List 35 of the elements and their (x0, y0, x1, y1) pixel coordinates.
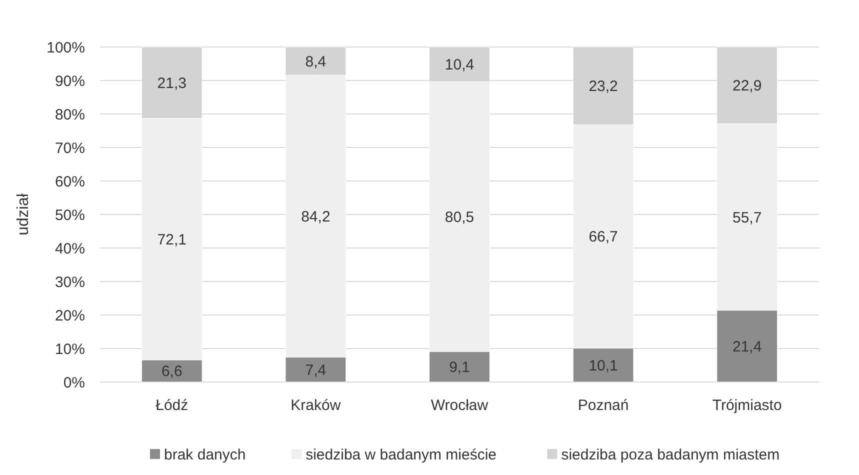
y-tick-label: 80% (54, 106, 85, 124)
x-tick-label: Kraków (290, 397, 341, 414)
data-label: 6,6 (161, 363, 182, 380)
y-tick-label: 90% (54, 72, 85, 90)
y-tick-label: 100% (46, 39, 85, 56)
data-label: 72,1 (157, 231, 186, 248)
data-label: 8,4 (305, 53, 326, 70)
x-tick-label: Trójmiasto (712, 397, 782, 414)
data-label: 22,9 (732, 78, 762, 95)
y-tick-label: 60% (54, 173, 85, 190)
legend-label: siedziba poza badanym miastem (561, 446, 780, 464)
x-tick-label: Łódź (156, 397, 188, 414)
data-label: 9,1 (449, 359, 470, 376)
legend-label: siedziba w badanym mieście (306, 446, 497, 464)
data-label: 84,2 (301, 208, 330, 226)
y-tick-label: 40% (54, 240, 85, 258)
data-label: 80,5 (444, 208, 474, 226)
data-label: 10,1 (588, 357, 618, 374)
data-label: 10,4 (444, 56, 474, 74)
y-tick-label: 20% (54, 307, 85, 324)
y-tick-label: 70% (54, 140, 85, 157)
data-label: 66,7 (588, 228, 618, 246)
data-label: 55,7 (732, 209, 762, 226)
y-tick-label: 50% (54, 206, 85, 224)
data-label: 23,2 (588, 78, 618, 96)
data-label: 21,3 (157, 74, 186, 92)
y-tick-label: 10% (54, 340, 85, 358)
y-axis-title: udział (15, 193, 32, 236)
data-label: 7,4 (305, 362, 326, 379)
data-label: 21,4 (732, 338, 762, 356)
legend-label: brak danych (164, 446, 246, 464)
y-tick-label: 0% (63, 374, 85, 392)
y-tick-label: 30% (54, 274, 85, 291)
x-tick-label: Poznań (578, 397, 629, 414)
x-tick-label: Wrocław (430, 397, 488, 414)
